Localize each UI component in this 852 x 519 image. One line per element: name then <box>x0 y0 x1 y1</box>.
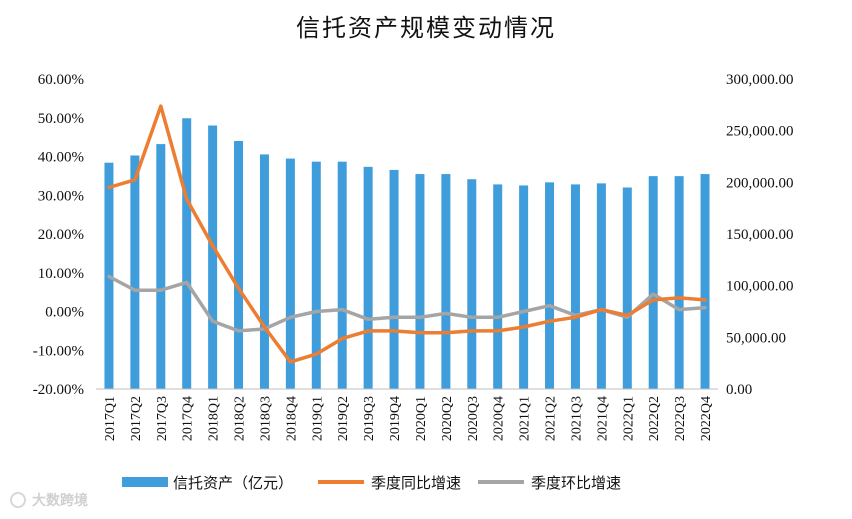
x-tick-label: 2019Q2 <box>336 396 351 441</box>
bar-2021Q3 <box>570 184 580 389</box>
bar-series <box>104 118 710 390</box>
x-tick-label: 2020Q1 <box>414 396 429 441</box>
bar-2018Q4 <box>285 158 295 389</box>
x-tick-label: 2022Q2 <box>647 396 662 441</box>
chart-title: 信托资产规模变动情况 <box>296 14 556 42</box>
line-qoq <box>107 274 707 333</box>
bar-2019Q1 <box>311 161 321 389</box>
x-tick-label: 2020Q3 <box>466 396 481 441</box>
right-tick-label: 100,000.00 <box>726 279 794 295</box>
right-tick-label: 200,000.00 <box>726 175 794 191</box>
right-tick-label: 0.00 <box>726 382 752 398</box>
bar-2021Q4 <box>596 183 606 389</box>
right-axis-ticks: 300,000.00 250,000.00 200,000.00 150,000.00… <box>726 72 794 398</box>
right-tick-label: 300,000.00 <box>726 72 794 88</box>
x-tick-label: 2022Q3 <box>673 396 688 441</box>
x-tick-label: 2022Q4 <box>699 396 714 441</box>
right-tick-label: 250,000.00 <box>726 124 794 140</box>
bar-2022Q4 <box>700 174 710 389</box>
bar-2022Q3 <box>674 176 684 389</box>
legend-label-assets: 信托资产（亿元） <box>173 474 293 492</box>
left-tick-label: 40.00% <box>38 150 84 166</box>
bar-2018Q3 <box>259 154 269 389</box>
bar-2020Q4 <box>493 184 503 389</box>
x-tick-label: 2021Q3 <box>569 396 584 441</box>
bar-2017Q4 <box>182 118 192 390</box>
legend-label-qoq: 季度环比增速 <box>531 474 621 492</box>
left-tick-label: 60.00% <box>38 72 84 88</box>
bar-2020Q2 <box>441 174 451 389</box>
bar-2021Q2 <box>545 182 555 389</box>
bar-2018Q2 <box>234 141 244 389</box>
left-tick-label: -10.00% <box>33 343 84 359</box>
right-tick-label: 50,000.00 <box>726 330 786 346</box>
right-tick-label: 150,000.00 <box>726 227 794 243</box>
bar-2022Q2 <box>648 176 658 389</box>
bar-2022Q1 <box>622 187 632 389</box>
bar-2020Q1 <box>415 174 425 389</box>
x-tick-label: 2021Q1 <box>518 396 533 441</box>
x-tick-label: 2017Q1 <box>103 396 118 441</box>
left-tick-label: 20.00% <box>38 227 84 243</box>
x-tick-label: 2019Q1 <box>310 396 325 441</box>
bar-2017Q2 <box>130 155 140 389</box>
x-tick-label: 2018Q1 <box>207 396 222 441</box>
bar-2020Q3 <box>467 179 477 389</box>
legend-swatch-assets <box>122 477 168 487</box>
watermark-text: 大数跨境 <box>32 492 88 509</box>
x-tick-label: 2017Q3 <box>155 396 170 441</box>
bar-2017Q3 <box>156 144 166 389</box>
x-tick-label: 2018Q3 <box>258 396 273 441</box>
x-axis-ticks: 2017Q1 2017Q2 2017Q3 2017Q4 2018Q1 2018Q2 2018… <box>103 396 714 441</box>
x-tick-label: 2021Q2 <box>544 396 559 441</box>
x-tick-label: 2017Q4 <box>181 396 196 441</box>
bar-2019Q2 <box>337 161 347 389</box>
x-tick-label: 2018Q2 <box>233 396 248 441</box>
line-series <box>107 104 707 364</box>
left-tick-label: 0.00% <box>45 305 84 321</box>
bar-2018Q1 <box>208 125 218 389</box>
left-axis-ticks: 60.00% 50.00% 40.00% 30.00% 20.00% 10.00% 0.00… <box>33 72 84 398</box>
x-tick-label: 2018Q4 <box>284 396 299 441</box>
x-tick-label: 2022Q1 <box>621 396 636 441</box>
x-tick-label: 2020Q2 <box>440 396 455 441</box>
watermark: 大数跨境 <box>10 492 88 509</box>
x-tick-label: 2019Q4 <box>388 396 403 441</box>
left-tick-label: 30.00% <box>38 188 84 204</box>
x-tick-label: 2020Q4 <box>492 396 507 441</box>
left-tick-label: -20.00% <box>33 382 84 398</box>
line-yoy <box>107 104 707 364</box>
legend: 信托资产（亿元） 季度同比增速 季度环比增速 <box>122 474 621 492</box>
x-tick-label: 2019Q3 <box>362 396 377 441</box>
x-tick-label: 2017Q2 <box>129 396 144 441</box>
legend-label-yoy: 季度同比增速 <box>371 474 461 492</box>
bar-2019Q3 <box>363 166 373 389</box>
bar-2021Q1 <box>519 185 529 389</box>
x-tick-label: 2021Q4 <box>595 396 610 441</box>
bar-2019Q4 <box>389 169 399 389</box>
watermark-logo-icon <box>10 492 26 508</box>
left-tick-label: 50.00% <box>38 111 84 127</box>
left-tick-label: 10.00% <box>38 266 84 282</box>
